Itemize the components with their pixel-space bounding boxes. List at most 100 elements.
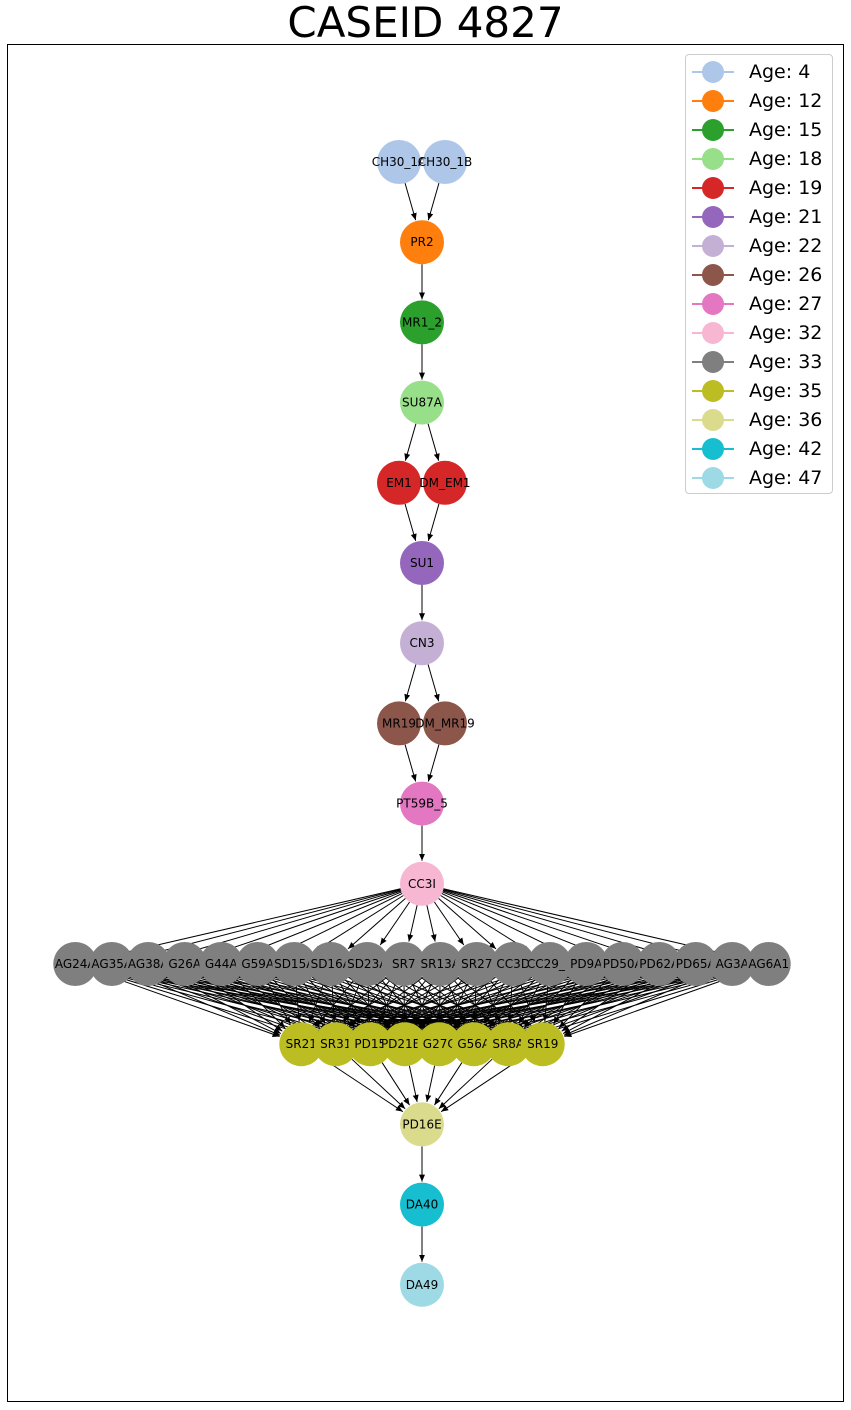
plot-frame xyxy=(7,44,844,1402)
edge-arrow xyxy=(442,890,638,958)
node-circle xyxy=(417,1022,462,1067)
legend-marker-swatch xyxy=(702,235,724,257)
node-label: SR27 xyxy=(461,957,492,971)
node-circle xyxy=(313,1022,358,1067)
edge-arrow xyxy=(448,983,468,1024)
edge-arrow xyxy=(425,1065,436,1103)
node-mr19: MR19 xyxy=(377,701,421,746)
edge-arrow xyxy=(206,890,402,958)
node-circle xyxy=(400,861,444,906)
node-label: CC29_1 xyxy=(527,957,573,971)
legend-entry: Age: 12 xyxy=(686,86,834,115)
edge-arrow xyxy=(381,1062,410,1106)
legend-label: Age: 22 xyxy=(749,235,823,257)
node-label: AG3A xyxy=(716,957,750,971)
legend-marker-swatch xyxy=(702,206,724,228)
node-sr7: SR7 xyxy=(381,942,426,986)
legend-label: Age: 36 xyxy=(749,409,823,431)
node-circle xyxy=(235,942,280,986)
edge-arrow xyxy=(322,971,493,1037)
edge-arrow xyxy=(426,905,437,942)
node-circle xyxy=(527,942,572,986)
diagram-title: CASEID 4827 xyxy=(287,0,564,47)
legend-entry: Age: 27 xyxy=(686,289,834,318)
node-pd16e: PD16E xyxy=(400,1102,444,1147)
node-circle xyxy=(162,942,207,986)
node-label: G26A xyxy=(168,957,202,971)
node-cc29-1: CC29_1 xyxy=(527,942,573,986)
node-ag3a: AG3A xyxy=(710,942,755,986)
node-label: SU1 xyxy=(410,556,434,570)
legend-marker-swatch xyxy=(702,380,724,402)
edge-arrow xyxy=(303,983,326,1024)
node-label: CC3D xyxy=(496,957,530,971)
node-label: SD15A xyxy=(274,957,315,971)
node-dm-mr19: DM_MR19 xyxy=(415,701,475,746)
node-label: CH30_1B xyxy=(418,155,473,169)
edge-arrow xyxy=(343,984,360,1023)
node-sr8a: SR8A xyxy=(486,1022,531,1067)
edge-arrow xyxy=(427,664,440,702)
legend-entry: Age: 18 xyxy=(686,144,834,173)
node-label: CH30_1A xyxy=(372,155,427,169)
legend-entry: Age: 36 xyxy=(686,405,834,434)
legend-marker-swatch xyxy=(702,438,724,460)
node-label: PD21B1 xyxy=(381,1037,429,1051)
edge-arrow xyxy=(330,985,337,1022)
legend-label: Age: 21 xyxy=(749,206,823,228)
node-label: PD16E xyxy=(402,1117,441,1131)
edge-arrow xyxy=(564,970,749,1037)
node-label: SR21 xyxy=(286,1037,317,1051)
node-circle xyxy=(53,942,98,986)
legend-entry: Age: 42 xyxy=(686,434,834,463)
edge-arrow xyxy=(348,976,422,1031)
node-sr13a: SR13A xyxy=(418,942,463,986)
node-label: G27C xyxy=(423,1037,456,1051)
node-g26a: G26A xyxy=(162,942,207,986)
node-circle xyxy=(400,541,444,585)
node-circle xyxy=(451,1022,496,1067)
node-label: DA40 xyxy=(406,1198,439,1212)
node-g56a: G56A xyxy=(451,1022,496,1067)
node-sd15a: SD15A xyxy=(272,942,317,986)
edge-arrow xyxy=(311,976,387,1032)
edge-arrow xyxy=(340,983,361,1024)
node-label: SD16A xyxy=(311,957,352,971)
legend-label: Age: 19 xyxy=(749,177,823,199)
edge-arrow xyxy=(236,979,286,1029)
node-sd23a: SD23A xyxy=(345,942,390,986)
edge-arrow xyxy=(434,1062,463,1106)
node-circle xyxy=(491,942,536,986)
node-su1: SU1 xyxy=(400,541,444,585)
node-ag38a: AG38A xyxy=(126,942,171,986)
node-label: PD15 xyxy=(354,1037,386,1051)
node-circle xyxy=(400,1102,444,1147)
node-label: DM_MR19 xyxy=(415,716,475,730)
node-circle xyxy=(400,1262,444,1307)
node-label: PD9A xyxy=(570,957,603,971)
legend-marker-swatch xyxy=(702,148,724,170)
legend-label: Age: 26 xyxy=(749,264,823,286)
edge-arrow xyxy=(404,423,417,461)
node-circle xyxy=(382,1022,427,1067)
edge-arrow xyxy=(553,983,577,1025)
node-sr27: SR27 xyxy=(454,942,499,986)
edge-arrow xyxy=(322,970,529,1038)
node-label: AG24A xyxy=(55,957,97,971)
node-circle xyxy=(600,942,645,986)
node-circle xyxy=(126,942,171,986)
node-label: AG38A xyxy=(128,957,170,971)
node-sr19: SR19 xyxy=(520,1022,565,1067)
legend-label: Age: 27 xyxy=(749,293,823,315)
node-da40: DA40 xyxy=(400,1182,444,1227)
node-label: SR19 xyxy=(527,1037,558,1051)
edge-arrow xyxy=(238,976,318,1032)
edge-arrow xyxy=(483,983,504,1024)
node-ag35a: AG35A xyxy=(89,942,134,986)
node-circle xyxy=(400,220,444,265)
node-circle xyxy=(400,781,444,826)
edge-arrow xyxy=(412,983,431,1024)
edge-arrow xyxy=(427,503,440,542)
edge-arrow xyxy=(202,976,283,1032)
node-label: PD65A xyxy=(676,957,717,971)
